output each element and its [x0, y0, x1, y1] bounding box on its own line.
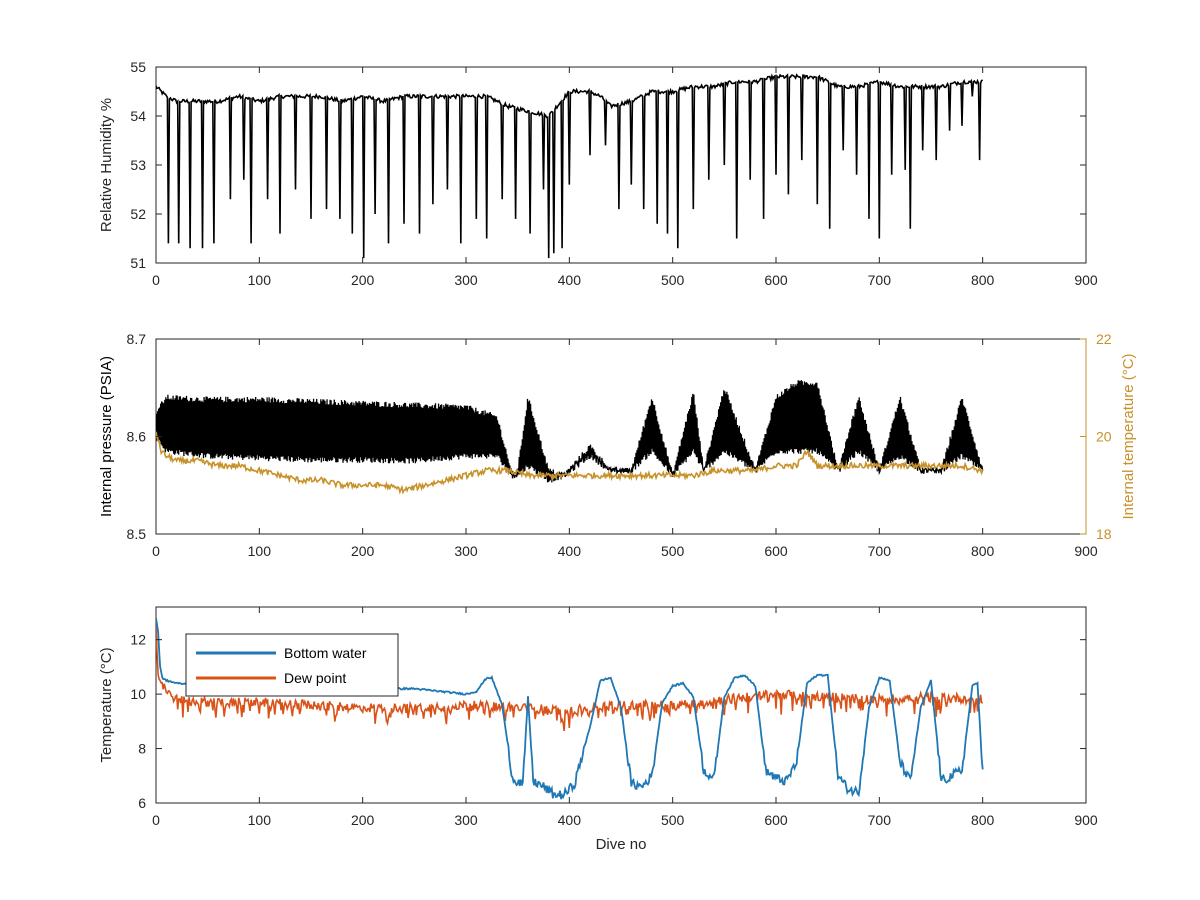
- x-tick-label: 600: [764, 543, 788, 559]
- x-tick-label: 300: [454, 543, 478, 559]
- x-tick-label: 100: [248, 272, 272, 288]
- x-tick-label: 900: [1074, 272, 1098, 288]
- y-tick-label: 8.7: [127, 331, 147, 347]
- x-tick-label: 400: [558, 272, 582, 288]
- humidity-y-axis-label: Relative Humidity %: [98, 98, 115, 232]
- y-tick-label: 51: [130, 255, 146, 271]
- y2-tick-label: 22: [1096, 331, 1112, 347]
- y-tick-label: 8.5: [127, 526, 147, 542]
- y-tick-label: 55: [130, 59, 146, 75]
- legend-label-bottom-water: Bottom water: [284, 645, 367, 661]
- y-tick-label: 6: [138, 795, 146, 811]
- pressure-y-ticks: 8.5 8.6 8.7: [127, 331, 162, 542]
- pressure-y-axis-label: Internal pressure (PSIA): [98, 356, 115, 517]
- x-tick-label: 200: [351, 272, 375, 288]
- pressure-plot-area: [156, 380, 984, 495]
- pressure-series-line: [156, 380, 984, 483]
- x-tick-label: 600: [764, 812, 788, 828]
- temperature-plot-frame: [155, 606, 1087, 804]
- x-tick-label: 500: [661, 812, 685, 828]
- x-tick-label: 400: [558, 543, 582, 559]
- pressure-panel: 0 100 200 300 400 500 600 700 800 900 8.5 8.6 8.7 1…: [98, 331, 1137, 559]
- y2-tick-label: 20: [1096, 429, 1112, 445]
- temperature-right-ticks: 18 20 22: [1080, 331, 1112, 542]
- dew-point-series-line: [156, 624, 984, 732]
- x-tick-label: 300: [454, 812, 478, 828]
- humidity-plot-area: [156, 73, 983, 259]
- y-tick-label: 53: [130, 157, 146, 173]
- humidity-x-ticks: 0 100 200 300 400 500 600 700 800 900: [152, 67, 1098, 288]
- legend-box: [185, 633, 399, 697]
- x-tick-label: 400: [558, 812, 582, 828]
- legend-label-dew-point: Dew point: [284, 670, 346, 686]
- x-tick-label: 100: [248, 812, 272, 828]
- x-tick-label: 800: [971, 543, 995, 559]
- y-tick-label: 52: [130, 206, 146, 222]
- y-tick-label: 10: [130, 686, 146, 702]
- y-tick-label: 8: [138, 741, 146, 757]
- x-tick-label: 300: [454, 272, 478, 288]
- x-tick-label: 700: [868, 272, 892, 288]
- internal-temperature-axis-label: Internal temperature (°C): [1120, 353, 1137, 519]
- legend: Bottom water Dew point: [185, 633, 399, 697]
- x-tick-label: 500: [661, 543, 685, 559]
- x-tick-label: 500: [661, 272, 685, 288]
- x-axis-label: Dive no: [596, 836, 647, 853]
- x-tick-label: 0: [152, 272, 160, 288]
- x-tick-label: 900: [1074, 543, 1098, 559]
- humidity-series-line: [156, 73, 983, 259]
- x-tick-label: 200: [351, 543, 375, 559]
- temperature-x-ticks: 0 100 200 300 400 500 600 700 800 900: [152, 607, 1098, 828]
- x-tick-label: 600: [764, 272, 788, 288]
- internal-temperature-series-line: [156, 431, 984, 495]
- x-tick-label: 100: [248, 543, 272, 559]
- x-tick-label: 800: [971, 812, 995, 828]
- humidity-y-ticks: 51 52 53 54 55: [130, 59, 1086, 271]
- temperature-y-ticks: 6 8 10 12: [130, 632, 1086, 811]
- x-tick-label: 0: [152, 543, 160, 559]
- x-tick-label: 200: [351, 812, 375, 828]
- x-tick-label: 900: [1074, 812, 1098, 828]
- humidity-panel: 0 100 200 300 400 500 600 700 800 900 5152535455 …: [98, 59, 1098, 288]
- y2-tick-label: 18: [1096, 526, 1112, 542]
- pressure-x-ticks: 0 100 200 300 400 500 600 700 800 900: [152, 339, 1098, 559]
- temperature-y-axis-label: Temperature (°C): [98, 647, 115, 762]
- x-tick-label: 800: [971, 272, 995, 288]
- temperature-panel: 0 100 200 300 400 500 600 700 800 900 6 8 10 12 Temp…: [98, 606, 1098, 853]
- x-tick-label: 700: [868, 812, 892, 828]
- x-tick-label: 0: [152, 812, 160, 828]
- y-tick-label: 54: [130, 108, 146, 124]
- y-tick-label: 8.6: [127, 429, 147, 445]
- y-tick-label: 12: [130, 632, 146, 648]
- x-tick-label: 700: [868, 543, 892, 559]
